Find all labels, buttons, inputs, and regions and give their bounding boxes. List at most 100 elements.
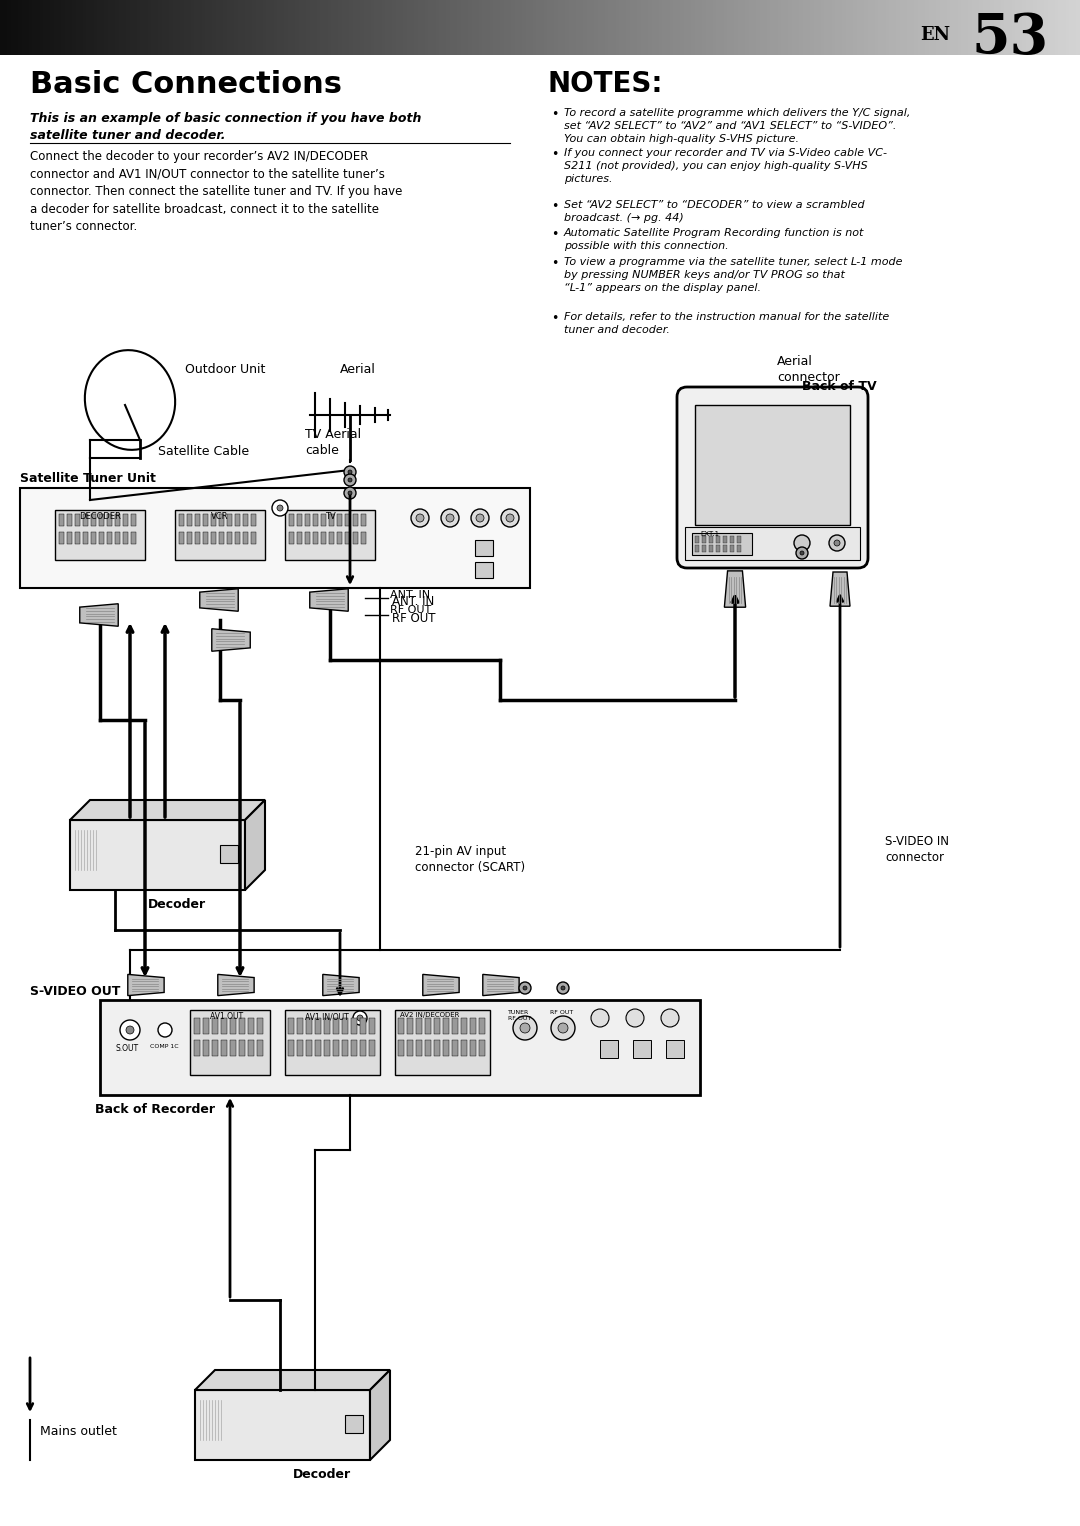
Bar (315, 1041, 321, 1056)
Text: To view a programme via the satellite tuner, select L-1 mode
by pressing NUMBER : To view a programme via the satellite tu… (564, 256, 903, 293)
Bar (705, 0, 711, 55)
Bar (75, 533, 80, 543)
Bar (640, 0, 646, 55)
Bar (457, 0, 462, 55)
Bar (179, 533, 184, 543)
Bar (25, 0, 30, 55)
Polygon shape (310, 589, 348, 612)
Bar (248, 0, 253, 55)
Bar (119, 0, 123, 55)
Bar (737, 545, 741, 552)
Bar (774, 0, 779, 55)
Bar (116, 0, 120, 55)
Bar (443, 1041, 449, 1056)
Bar (241, 0, 246, 55)
Bar (337, 533, 342, 543)
Polygon shape (127, 975, 164, 995)
Bar (554, 0, 559, 55)
Bar (532, 0, 538, 55)
Bar (961, 0, 966, 55)
Bar (256, 0, 260, 55)
Bar (221, 1041, 227, 1056)
Bar (543, 0, 549, 55)
Bar (131, 514, 136, 526)
Bar (213, 0, 217, 55)
Bar (446, 0, 451, 55)
Bar (720, 0, 725, 55)
Bar (321, 533, 326, 543)
Bar (724, 0, 728, 55)
Bar (470, 1041, 476, 1056)
Bar (230, 1018, 237, 1035)
Bar (872, 0, 876, 55)
Bar (551, 0, 555, 55)
Bar (100, 0, 106, 55)
Bar (194, 0, 199, 55)
Circle shape (416, 514, 424, 522)
Bar (1023, 0, 1027, 55)
Bar (926, 0, 930, 55)
Bar (270, 0, 274, 55)
Bar (781, 0, 786, 55)
Bar (1001, 0, 1005, 55)
Text: RF OUT: RF OUT (390, 604, 431, 615)
Bar (480, 1041, 485, 1056)
Bar (426, 1018, 431, 1035)
Bar (32, 0, 37, 55)
Bar (51, 0, 55, 55)
Bar (313, 533, 318, 543)
Bar (907, 0, 912, 55)
Bar (46, 0, 52, 55)
Bar (257, 1018, 264, 1035)
Text: ANT. IN: ANT. IN (390, 591, 430, 600)
Bar (239, 1041, 245, 1056)
Bar (324, 1041, 330, 1056)
Circle shape (120, 1019, 140, 1041)
Polygon shape (725, 571, 745, 607)
Bar (576, 0, 581, 55)
Bar (403, 0, 408, 55)
Bar (421, 0, 426, 55)
Bar (36, 0, 41, 55)
Bar (252, 0, 257, 55)
Bar (788, 0, 793, 55)
Bar (443, 0, 447, 55)
Bar (297, 1018, 303, 1035)
Bar (175, 510, 265, 560)
Bar (565, 0, 570, 55)
Bar (1077, 0, 1080, 55)
Bar (648, 0, 652, 55)
Bar (461, 1018, 467, 1035)
Bar (407, 0, 411, 55)
Circle shape (441, 510, 459, 526)
Text: AV1 IN/OUT: AV1 IN/OUT (305, 1012, 349, 1021)
Bar (929, 0, 933, 55)
Bar (407, 1041, 413, 1056)
Text: •: • (551, 311, 558, 325)
Bar (846, 0, 851, 55)
Bar (346, 0, 350, 55)
Bar (123, 514, 129, 526)
Circle shape (158, 1022, 172, 1038)
Bar (475, 562, 492, 578)
Bar (702, 545, 706, 552)
Bar (94, 0, 98, 55)
Bar (1034, 0, 1038, 55)
Bar (666, 0, 671, 55)
Bar (219, 533, 224, 543)
Bar (633, 1041, 651, 1058)
Text: To record a satellite programme which delivers the Y/C signal,
set “AV2 SELECT” : To record a satellite programme which de… (564, 108, 910, 143)
Bar (131, 533, 136, 543)
Bar (807, 0, 811, 55)
Bar (504, 0, 509, 55)
Text: S-VIDEO OUT: S-VIDEO OUT (30, 984, 120, 998)
Circle shape (661, 1009, 679, 1027)
Bar (284, 0, 289, 55)
Bar (684, 0, 689, 55)
Circle shape (357, 1015, 363, 1021)
Bar (677, 0, 681, 55)
Bar (645, 0, 649, 55)
Bar (731, 0, 735, 55)
Bar (251, 533, 256, 543)
Bar (111, 0, 117, 55)
